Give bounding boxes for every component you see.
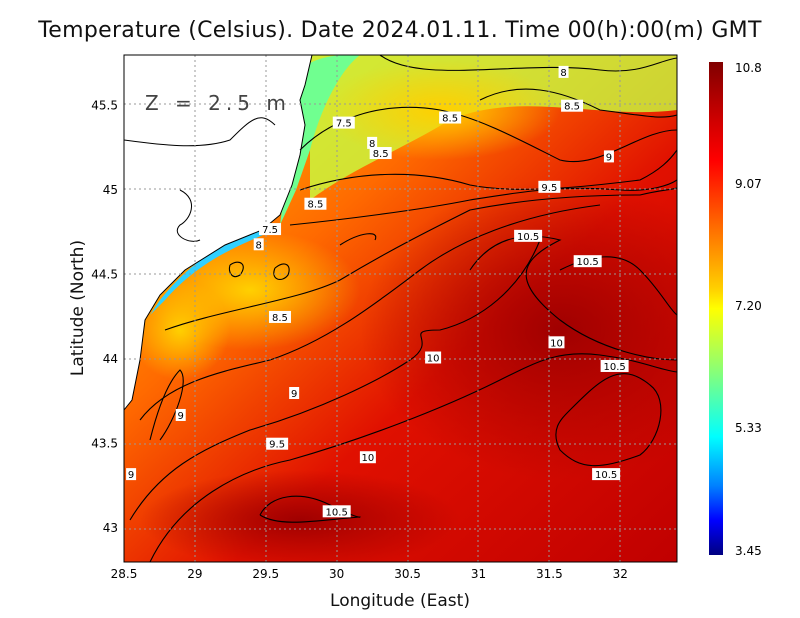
contour-label-bg [425,351,442,364]
contour-label: 10.5 [326,507,348,518]
colorbar-tick-label: 9.07 [735,177,762,191]
contour-label: 10 [427,354,440,365]
plot-frame [123,54,678,563]
contour-label-bg [359,451,376,464]
y-axis-label: Latitude (North) [68,240,88,376]
contour-label-bg [369,147,392,160]
contour-label-bg [573,255,602,268]
colorbar-labels: 10.8 9.07 7.20 5.33 3.45 [735,61,762,558]
contour-label: 8.5 [307,200,323,211]
colorbar-tick-label: 10.8 [735,61,762,75]
contour-label-bg [514,229,543,242]
contour-label-bg [266,437,289,450]
contour-label: 10.5 [517,232,539,243]
contour-label-bg [439,111,462,124]
contour-label: 10.5 [595,470,617,481]
contour-label: 9 [178,411,184,422]
contour-labels: 88.58.57.588.5 99.58.57.5810.510.58.51010… [126,65,629,518]
contour-label-bg [538,180,561,193]
contour-label-bg [253,238,264,251]
contour-label-bg [268,310,291,323]
contour-label: 10.5 [577,257,599,268]
x-tick-label: 29.5 [252,567,279,581]
x-tick-label: 31.5 [536,567,563,581]
contour-lines [129,55,677,562]
grid-lines [124,55,677,562]
colorbar-tick-label: 5.33 [735,421,762,435]
x-axis-ticks: 28.5 29 29.5 30 30.5 31 31.5 32 [111,567,628,581]
contour-label: 10 [550,338,563,349]
contour-label-bg [175,408,186,421]
contour-label: 8.5 [564,102,580,113]
y-tick-label: 45.5 [91,99,118,113]
depth-label: Z = 2.5 m [145,91,291,115]
contour-label: 9.5 [269,440,285,451]
y-tick-label: 43 [103,521,118,535]
figure-title: Temperature (Celsius). Date 2024.01.11. … [38,18,762,43]
y-tick-label: 44 [103,352,118,366]
contour-label-bg [126,468,137,481]
contour-label: 8.5 [442,114,458,125]
contour-label-bg [603,150,614,163]
contour-label: 9.5 [541,183,557,194]
contour-label-bg [304,197,327,210]
contour-label: 8.5 [373,149,389,160]
contour-label-bg [332,116,355,129]
contour-label: 8 [369,139,375,150]
x-tick-label: 30 [329,567,344,581]
contour-label-bg [592,468,621,481]
contour-label-bg [548,336,565,349]
contour-label: 8.5 [272,313,288,324]
contour-label: 7.5 [336,119,352,130]
x-tick-label: 32 [613,567,628,581]
map-field: 88.58.57.588.5 99.58.57.5810.510.58.51010… [124,55,677,562]
colorbar-tick-label: 7.20 [735,299,762,313]
contour-label-bg [322,505,351,518]
contour-label: 7.5 [262,225,278,236]
contour-label-bg [600,359,629,372]
contour-label: 10.5 [603,362,625,373]
contour-label-bg [289,387,300,399]
contour-label-bg [561,99,584,112]
contour-label: 9 [291,389,297,400]
y-tick-label: 45 [103,183,118,197]
contour-label-bg [367,136,378,149]
x-tick-label: 31 [471,567,486,581]
contour-label: 9 [606,152,612,163]
contour-label-bg [259,223,282,236]
colorbar-tick-label: 3.45 [735,544,762,558]
y-tick-label: 44.5 [91,268,118,282]
contour-label: 9 [128,470,134,481]
y-axis-ticks: 43 43.5 44 44.5 45 45.5 [91,99,118,536]
contour-label: 10 [362,453,375,464]
contour-label: 8 [256,240,262,251]
y-tick-label: 43.5 [91,437,118,451]
x-tick-label: 30.5 [394,567,421,581]
x-axis-label: Longitude (East) [330,591,470,611]
x-tick-label: 28.5 [111,567,138,581]
colorbar [709,62,723,555]
contour-label-bg [558,65,569,78]
x-tick-label: 29 [187,567,202,581]
contour-label: 8 [560,68,566,79]
